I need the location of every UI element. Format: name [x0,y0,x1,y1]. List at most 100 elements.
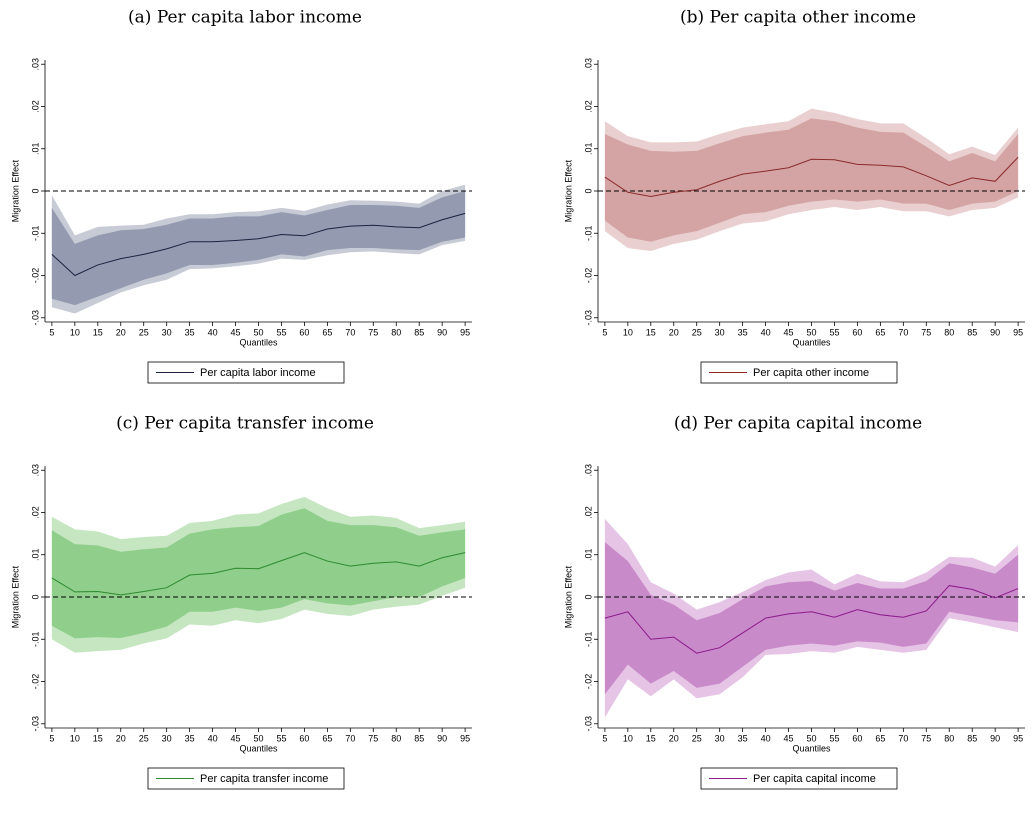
x-tick-label: 25 [692,733,702,743]
y-tick-label: .01 [30,142,40,155]
x-tick-label: 55 [276,327,286,337]
legend-box [700,767,898,790]
y-tick-label: .01 [583,142,593,155]
y-axis-title: Migration Effect [10,565,20,628]
x-tick-label: 85 [967,327,977,337]
x-axis-title: Quantiles [239,337,278,347]
x-tick-label: 60 [852,733,862,743]
x-tick-label: 25 [139,733,149,743]
x-tick-label: 35 [185,327,195,337]
legend-label: Per capita labor income [200,367,316,379]
y-tick-label: 0 [583,188,593,193]
x-tick-label: 15 [93,733,103,743]
x-tick-label: 70 [898,733,908,743]
x-tick-label: 40 [761,733,771,743]
x-tick-label: 50 [806,327,816,337]
x-tick-label: 25 [692,327,702,337]
x-tick-label: 15 [93,327,103,337]
x-tick-label: 10 [623,733,633,743]
estimate-line [604,156,1019,198]
legend-label: Per capita capital income [753,773,876,785]
x-tick-label: 75 [921,327,931,337]
y-tick-label: -.03 [583,310,593,326]
confidence-band [604,118,1019,242]
y-tick-label: .02 [583,506,593,519]
x-tick-label: 50 [253,733,263,743]
x-tick-label: 35 [738,327,748,337]
x-tick-label: 90 [437,733,447,743]
x-tick-label: 55 [276,733,286,743]
estimate-line [604,585,1019,654]
x-tick-label: 25 [139,327,149,337]
y-tick-label: .01 [30,548,40,561]
x-tick-label: 95 [460,327,470,337]
x-tick-label: 10 [623,327,633,337]
x-tick-label: 15 [646,733,656,743]
y-axis-title: Migration Effect [563,159,573,222]
x-tick-label: 30 [162,327,172,337]
x-tick-label: 65 [875,327,885,337]
x-tick-label: 85 [414,327,424,337]
y-tick-label: -.03 [583,716,593,732]
y-axis-title: Migration Effect [563,565,573,628]
x-tick-label: 80 [391,733,401,743]
y-tick-label: -.01 [30,632,40,648]
y-tick-label: .02 [30,506,40,519]
x-tick-label: 60 [852,327,862,337]
y-tick-label: .01 [583,548,593,561]
y-tick-label: .03 [30,58,40,71]
legend-box [147,767,345,790]
confidence-band [51,191,466,306]
x-axis-title: Quantiles [239,743,278,753]
x-tick-label: 80 [944,327,954,337]
y-axis-title: Migration Effect [10,159,20,222]
x-tick-label: 80 [944,733,954,743]
legend-label: Per capita transfer income [200,773,328,785]
legend-box [147,361,345,384]
x-tick-label: 10 [70,327,80,337]
x-tick-label: 70 [898,327,908,337]
y-tick-label: .02 [583,100,593,113]
x-tick-label: 45 [784,327,794,337]
x-tick-label: 60 [299,733,309,743]
x-tick-label: 95 [1013,733,1023,743]
x-tick-label: 20 [116,733,126,743]
x-tick-label: 90 [437,327,447,337]
estimate-line [51,212,466,277]
x-tick-label: 45 [231,733,241,743]
x-tick-label: 40 [761,327,771,337]
y-tick-label: -.02 [583,268,593,284]
y-tick-label: -.01 [583,226,593,242]
panel: (a) Per capita labor income .03 .02 .01 0 -.0… [10,8,472,384]
panel: (b) Per capita other income .03 .02 .01 0 -.0… [563,8,1025,384]
x-tick-label: 65 [875,733,885,743]
y-tick-label: -.01 [30,226,40,242]
x-tick-label: 75 [368,327,378,337]
x-tick-label: 65 [322,327,332,337]
panel-title: (d) Per capita capital income [674,414,922,434]
x-tick-label: 30 [715,327,725,337]
x-tick-label: 90 [990,733,1000,743]
x-tick-label: 45 [784,733,794,743]
y-tick-label: 0 [30,188,40,193]
x-tick-label: 95 [1013,327,1023,337]
x-tick-label: 95 [460,733,470,743]
panel: (d) Per capita capital income .03 .02 .01 0 -… [563,414,1025,790]
y-tick-label: -.02 [30,674,40,690]
y-tick-label: -.02 [583,674,593,690]
x-tick-label: 55 [829,327,839,337]
x-tick-label: 80 [391,327,401,337]
y-tick-label: .02 [30,100,40,113]
legend-box [700,361,898,384]
x-tick-label: 45 [231,327,241,337]
panel: (c) Per capita transfer income .03 .02 .01 0… [10,414,472,790]
x-tick-label: 55 [829,733,839,743]
legend-label: Per capita other income [753,367,869,379]
x-tick-label: 40 [208,733,218,743]
x-tick-label: 15 [646,327,656,337]
x-tick-label: 70 [345,327,355,337]
x-tick-label: 50 [806,733,816,743]
x-tick-label: 35 [185,733,195,743]
y-tick-label: 0 [30,594,40,599]
y-tick-label: -.03 [30,716,40,732]
